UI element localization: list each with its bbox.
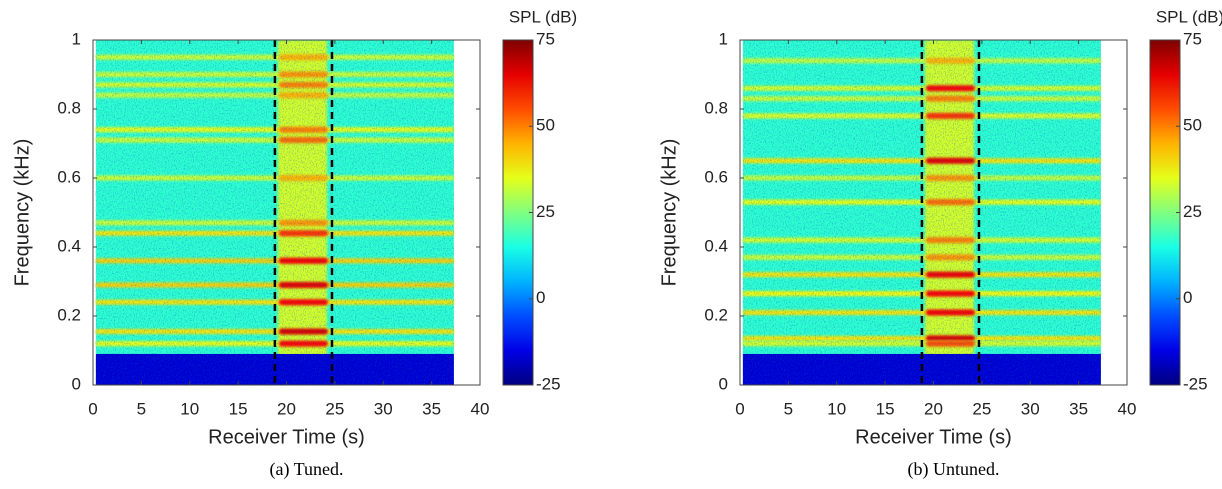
y-tick-label: 0.4	[704, 236, 728, 255]
colorbar-tick-label: 75	[536, 29, 555, 48]
y-axis-label: Frequency (kHz)	[658, 139, 680, 287]
x-tick-label: 35	[1069, 399, 1088, 418]
y-tick-label: 1	[719, 29, 728, 48]
y-axis-label: Frequency (kHz)	[11, 139, 33, 287]
colorbar-tick-label: 50	[536, 116, 555, 135]
x-tick-label: 25	[325, 399, 344, 418]
colorbar-tick-label: 25	[1183, 202, 1202, 221]
x-tick-label: 5	[137, 399, 146, 418]
y-tick-label: 0.2	[57, 305, 81, 324]
colorbar-label: SPL (dB)	[509, 7, 577, 26]
colorbar-label: SPL (dB)	[1156, 7, 1222, 26]
x-axis-label: Receiver Time (s)	[208, 426, 365, 448]
x-tick-label: 35	[422, 399, 441, 418]
x-tick-label: 20	[924, 399, 943, 418]
caption: (b) Untuned.	[908, 459, 1000, 480]
x-tick-label: 40	[1118, 399, 1137, 418]
colorbar	[1149, 39, 1181, 386]
y-tick-label: 0.8	[704, 98, 728, 117]
plot	[742, 40, 1101, 385]
x-tick-label: 25	[972, 399, 991, 418]
y-tick-label: 0	[719, 374, 728, 393]
y-tick-label: 1	[72, 29, 81, 48]
x-axis-label: Receiver Time (s)	[855, 426, 1012, 448]
colorbar-tick-label: 0	[1183, 288, 1192, 307]
y-tick-label: 0	[72, 374, 81, 393]
caption: (a) Tuned.	[269, 459, 343, 480]
x-tick-label: 5	[784, 399, 793, 418]
y-tick-label: 0.2	[704, 305, 728, 324]
colorbar-tick-label: 75	[1183, 29, 1202, 48]
colorbar-tick-label: -25	[1183, 374, 1208, 393]
colorbar	[502, 39, 534, 386]
x-tick-label: 0	[88, 399, 97, 418]
y-tick-label: 0.6	[57, 167, 81, 186]
y-tick-label: 0.8	[57, 98, 81, 117]
x-tick-label: 40	[471, 399, 490, 418]
y-tick-label: 0.6	[704, 167, 728, 186]
x-tick-label: 15	[876, 399, 895, 418]
x-tick-label: 10	[827, 399, 846, 418]
colorbar-tick-label: 50	[1183, 116, 1202, 135]
x-tick-label: 30	[374, 399, 393, 418]
colorbar-tick-label: 0	[536, 288, 545, 307]
x-tick-label: 30	[1021, 399, 1040, 418]
y-tick-label: 0.4	[57, 236, 81, 255]
x-tick-label: 20	[277, 399, 296, 418]
x-tick-label: 15	[229, 399, 248, 418]
plot	[95, 40, 454, 385]
colorbar-tick-label: 25	[536, 202, 555, 221]
x-tick-label: 0	[735, 399, 744, 418]
colorbar-tick-label: -25	[536, 374, 561, 393]
x-tick-label: 10	[180, 399, 199, 418]
